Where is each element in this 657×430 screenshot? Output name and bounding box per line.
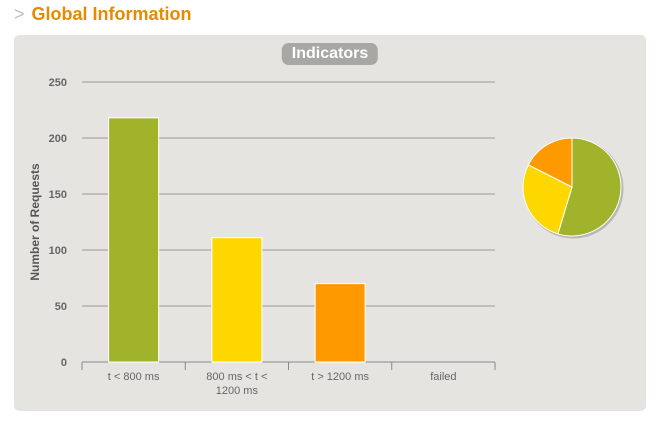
y-tick-label: 250: [49, 77, 67, 89]
x-tick-label: 800 ms < t <1200 ms: [206, 371, 267, 397]
bar: [211, 237, 263, 363]
y-tick-label: 150: [49, 189, 67, 201]
chart-title-badge: Indicators: [281, 43, 379, 65]
x-tick-label: t < 800 ms: [108, 371, 160, 383]
y-tick-label: 50: [55, 301, 67, 313]
y-axis-title: Number of Requests: [28, 163, 42, 281]
bar: [314, 283, 366, 363]
bar: [108, 117, 160, 363]
y-tick-label: 200: [49, 133, 67, 145]
x-tick-label: t > 1200 ms: [311, 371, 369, 383]
x-tick-label: failed: [430, 371, 456, 383]
section-title: Global Information: [31, 4, 192, 24]
y-tick-label: 100: [49, 245, 67, 257]
y-tick-label: 0: [61, 357, 67, 369]
pie-slice: [522, 164, 573, 235]
pie-slice: [557, 137, 622, 237]
section-heading: > Global Information: [14, 4, 192, 25]
pie-slice: [527, 137, 573, 188]
chevron-icon: >: [14, 4, 25, 24]
